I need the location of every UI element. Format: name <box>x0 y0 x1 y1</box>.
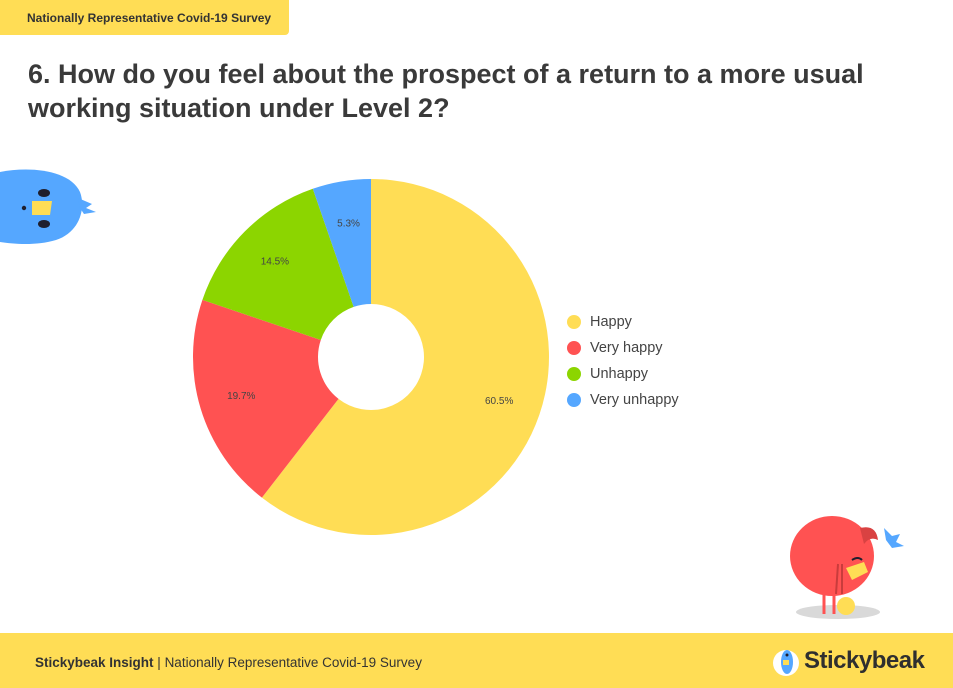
question-title: 6. How do you feel about the prospect of… <box>28 59 864 123</box>
footer: Stickybeak Insight | Nationally Represen… <box>0 633 953 688</box>
legend-label-happy: Happy <box>590 314 632 330</box>
survey-tag-label: Nationally Representative Covid-19 Surve… <box>27 10 272 25</box>
legend-swatch-very-happy <box>567 341 581 355</box>
legend-label-very-happy: Very happy <box>590 340 663 356</box>
legend-label-unhappy: Unhappy <box>590 366 649 382</box>
footer-separator: | <box>153 655 165 670</box>
footer-brand: Stickybeak Insight <box>35 655 154 670</box>
slice-happy <box>261 179 549 535</box>
legend-item-happy: Happy <box>567 309 679 335</box>
data-label-happy: 60.5% <box>485 396 513 407</box>
stickybeak-logo-icon <box>773 650 799 676</box>
logo-wordmark: Stickybeak <box>804 647 925 674</box>
data-label-unhappy: 14.5% <box>261 256 289 267</box>
footer-subtitle: Nationally Representative Covid-19 Surve… <box>164 655 422 670</box>
data-label-very-happy: 19.7% <box>227 391 255 402</box>
slice-very-unhappy <box>312 179 371 307</box>
survey-tag: Nationally Representative Covid-19 Surve… <box>0 0 289 35</box>
slice-very-happy <box>193 299 339 498</box>
red-bird-icon <box>790 516 904 619</box>
legend-label-very-unhappy: Very unhappy <box>590 392 679 408</box>
legend-swatch-happy <box>567 315 581 329</box>
slice-unhappy <box>202 188 354 340</box>
footer-text: Stickybeak Insight | Nationally Represen… <box>35 655 422 670</box>
legend-swatch-unhappy <box>567 367 581 381</box>
chart-legend: Happy Very happy Unhappy Very unhappy <box>567 309 679 413</box>
legend-item-very-happy: Very happy <box>567 335 679 361</box>
legend-item-unhappy: Unhappy <box>567 361 679 387</box>
blue-bird-icon <box>0 169 96 244</box>
data-label-very-unhappy: 5.3% <box>337 218 360 229</box>
legend-item-very-unhappy: Very unhappy <box>567 387 679 413</box>
legend-swatch-very-unhappy <box>567 393 581 407</box>
stickybeak-logo: Stickybeak <box>772 643 925 679</box>
